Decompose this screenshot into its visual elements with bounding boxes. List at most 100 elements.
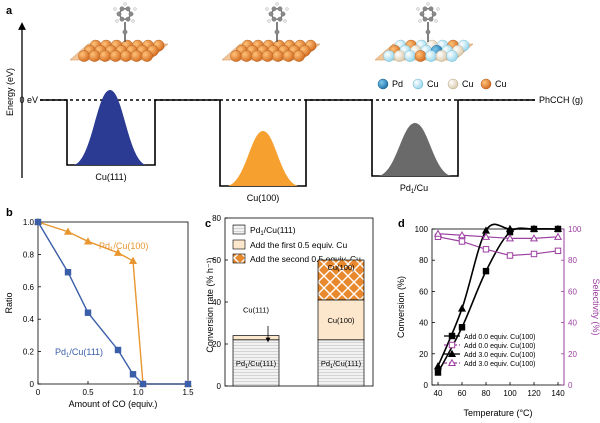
data-point	[433, 362, 443, 370]
slab-atom	[393, 50, 406, 62]
cu111-energy-peak	[74, 90, 146, 165]
molecule-carbon-atom	[428, 6, 434, 12]
x-tick-label: 80	[482, 389, 491, 398]
molecule-hydrogen-atom	[133, 7, 137, 11]
molecule-hydrogen-atom	[265, 7, 269, 11]
panel-a: a Energy (eV) 0 eV PhCCH (g) Cu(111) Cu(…	[5, 2, 583, 203]
data-point	[554, 247, 562, 255]
legend-cu-label-3: Cu	[495, 79, 507, 89]
legend-pd-atom-icon	[377, 78, 389, 90]
data-point	[553, 224, 563, 233]
panel-c-y-axis-label: Conversion rate (% h⁻¹)	[205, 257, 215, 352]
well-label-cu111: Cu(111)	[95, 172, 126, 182]
slab-atom	[141, 50, 153, 62]
right-y-tick-label: 60	[568, 287, 577, 296]
data-point	[83, 237, 93, 245]
molecule-carbon-atom	[419, 11, 425, 17]
panel-a-letter: a	[6, 5, 13, 17]
panel-d-y-axis-label: Conversion (%)	[396, 276, 406, 338]
data-point	[129, 371, 137, 378]
panel-b-y-axis-label: Ratio	[4, 292, 14, 313]
gas-phase-label: PhCCH (g)	[539, 95, 583, 105]
legend-label: Add 0.0 equiv. Cu(100)	[464, 334, 535, 341]
y-tick-label: 0	[424, 381, 429, 390]
well-label-cu100: Cu(100)	[247, 193, 280, 203]
cu100-energy-peak	[228, 131, 298, 186]
x-tick-label: 1.5	[182, 388, 194, 397]
data-point	[505, 234, 515, 242]
data-point	[128, 256, 138, 264]
molecule-hydrogen-atom	[426, 2, 430, 6]
molecule-hydrogen-atom	[275, 2, 279, 6]
well-label-pd1cu: Pd1/Cu	[400, 183, 428, 195]
x-tick-label: 0.5	[82, 388, 94, 397]
data-point	[63, 227, 73, 235]
data-point	[433, 229, 443, 237]
legend-swatch-first-cu	[232, 239, 246, 250]
legend-marker	[448, 341, 456, 349]
panel-b-x-axis-label: Amount of CO (equiv.)	[69, 399, 158, 409]
x-tick-label: 100	[503, 389, 517, 398]
slab-atom	[383, 50, 395, 62]
legend-cu-orange-atom-icon	[480, 78, 492, 90]
molecule-carbon-atom	[422, 16, 428, 22]
molecule-carbon-atom	[425, 29, 431, 35]
molecule-carbon-atom	[128, 11, 134, 17]
y-tick-label: 40	[212, 298, 221, 307]
slab-atom	[272, 50, 284, 62]
series-label-pd1-cu100: Pd1/Cu(100)	[99, 241, 148, 253]
slab-atom	[251, 50, 263, 62]
bar-segment-label: Cu(111)	[243, 306, 269, 315]
panel-c-bars: Pd1/Cu(111) Cu(111) Pd1/Cu(111) Cu(100) Cu(1…	[232, 259, 365, 387]
molecule-hydrogen-atom	[113, 7, 117, 11]
y-tick-label: 60	[419, 287, 428, 296]
y-tick-label: 0.4	[23, 315, 35, 324]
slab-atom	[230, 50, 242, 62]
legend-label: Add 0.0 equiv. Cu(100)	[464, 343, 535, 350]
panel-d-legend: Add 0.0 equiv. Cu(100) Add 0.0 equiv. Cu(…	[444, 332, 535, 368]
energy-axis-label: Energy (eV)	[5, 68, 15, 116]
slab-atom	[446, 50, 458, 62]
slab-atom	[240, 50, 253, 62]
legend-cu-beige-atom-icon	[447, 78, 459, 90]
slab-cu100	[221, 2, 321, 62]
data-point	[114, 346, 122, 354]
legend-swatch-pd1-cu111	[232, 224, 246, 235]
x-tick-label: 60	[458, 389, 467, 398]
right-y-tick-label: 40	[568, 319, 577, 328]
y-tick-label: 0.8	[23, 250, 35, 259]
molecule-carbon-atom	[122, 29, 128, 35]
data-point	[482, 246, 490, 253]
y-tick-label: 80	[212, 214, 221, 223]
legend-label-first-cu: Add the first 0.5 equiv. Cu	[250, 240, 347, 250]
legend-cu-label-1: Cu	[427, 79, 439, 89]
atom-legend: Pd Cu Cu Cu	[377, 78, 507, 90]
x-tick-label: 1.0	[132, 388, 144, 397]
slab-atom	[404, 50, 416, 62]
slab-atom	[282, 50, 295, 62]
selectivity-line	[437, 236, 559, 257]
y-tick-label: 0	[30, 380, 35, 389]
panel-d-x-axis-label: Temperature (°C)	[463, 408, 532, 418]
bar-segment	[317, 299, 365, 341]
molecule-hydrogen-atom	[285, 7, 289, 11]
slab-atom	[293, 50, 305, 62]
y-tick-label: 0.6	[23, 283, 35, 292]
slab-atom	[130, 50, 143, 62]
data-point	[553, 232, 563, 240]
molecule-carbon-atom	[268, 11, 274, 17]
slab-atom	[120, 50, 132, 62]
molecule-hydrogen-atom	[267, 19, 271, 23]
legend-cu-label-2: Cu	[462, 79, 474, 89]
molecule-carbon-atom	[116, 11, 122, 17]
molecule-carbon-atom	[277, 6, 283, 12]
slab-atom	[414, 50, 427, 62]
molecule-hydrogen-atom	[123, 2, 127, 6]
y-tick-label: 0	[217, 382, 222, 391]
data-point	[481, 232, 491, 240]
bar-segment	[317, 339, 365, 387]
y-tick-label: 80	[419, 256, 428, 265]
y-tick-label: 0.2	[23, 348, 35, 357]
data-point	[505, 224, 515, 233]
